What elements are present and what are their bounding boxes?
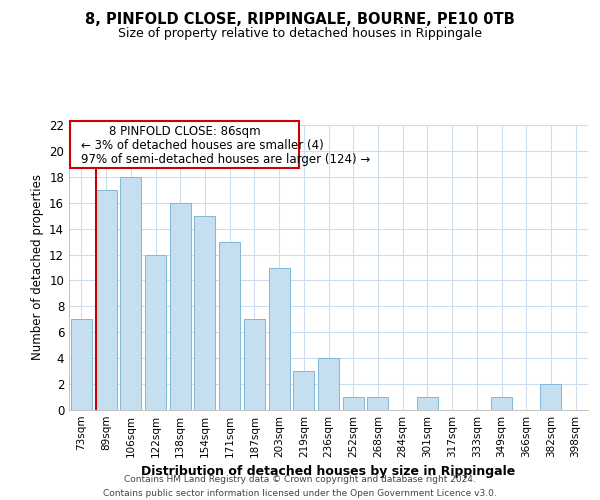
Bar bbox=[194, 216, 215, 410]
Text: Size of property relative to detached houses in Rippingale: Size of property relative to detached ho… bbox=[118, 28, 482, 40]
Bar bbox=[491, 397, 512, 410]
Bar bbox=[219, 242, 240, 410]
Text: 8, PINFOLD CLOSE, RIPPINGALE, BOURNE, PE10 0TB: 8, PINFOLD CLOSE, RIPPINGALE, BOURNE, PE… bbox=[85, 12, 515, 28]
Bar bbox=[170, 202, 191, 410]
Bar bbox=[269, 268, 290, 410]
Bar bbox=[145, 254, 166, 410]
Bar bbox=[293, 371, 314, 410]
Bar bbox=[318, 358, 339, 410]
X-axis label: Distribution of detached houses by size in Rippingale: Distribution of detached houses by size … bbox=[142, 466, 515, 478]
Text: 97% of semi-detached houses are larger (124) →: 97% of semi-detached houses are larger (… bbox=[80, 154, 370, 166]
Text: 8 PINFOLD CLOSE: 86sqm: 8 PINFOLD CLOSE: 86sqm bbox=[109, 125, 260, 138]
Bar bbox=[71, 320, 92, 410]
Bar bbox=[541, 384, 562, 410]
Bar bbox=[367, 397, 388, 410]
Bar bbox=[95, 190, 116, 410]
FancyBboxPatch shape bbox=[70, 121, 299, 168]
Text: ← 3% of detached houses are smaller (4): ← 3% of detached houses are smaller (4) bbox=[80, 139, 323, 152]
Text: Contains HM Land Registry data © Crown copyright and database right 2024.
Contai: Contains HM Land Registry data © Crown c… bbox=[103, 476, 497, 498]
Y-axis label: Number of detached properties: Number of detached properties bbox=[31, 174, 44, 360]
Bar bbox=[244, 320, 265, 410]
Bar bbox=[120, 177, 141, 410]
Bar bbox=[343, 397, 364, 410]
Bar bbox=[417, 397, 438, 410]
